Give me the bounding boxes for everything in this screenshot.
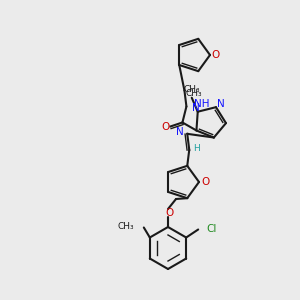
- Text: O: O: [161, 122, 169, 133]
- Text: N: N: [217, 99, 225, 109]
- Text: H: H: [193, 144, 200, 153]
- Text: O: O: [166, 208, 174, 218]
- Text: CH₃: CH₃: [117, 222, 134, 231]
- Text: N: N: [176, 127, 184, 137]
- Text: CH₃: CH₃: [185, 89, 202, 98]
- Text: Cl: Cl: [206, 224, 217, 235]
- Text: CH₃: CH₃: [183, 85, 200, 94]
- Text: O: O: [212, 50, 220, 60]
- Text: N: N: [192, 103, 200, 113]
- Text: NH: NH: [194, 100, 210, 110]
- Text: O: O: [201, 177, 209, 187]
